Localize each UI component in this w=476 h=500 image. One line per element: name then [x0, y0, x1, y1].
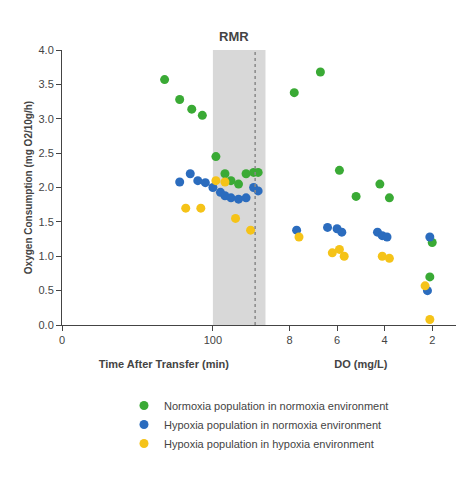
svg-text:4.0: 4.0: [39, 44, 54, 56]
svg-text:2.0: 2.0: [39, 181, 54, 193]
svg-text:2: 2: [429, 334, 435, 346]
svg-text:3.5: 3.5: [39, 78, 54, 90]
svg-text:Hypoxia population in hypoxia: Hypoxia population in hypoxia environmen…: [164, 438, 374, 450]
svg-text:Oxygen Consumption (mg O2/10g/: Oxygen Consumption (mg O2/10g/h): [23, 101, 34, 274]
svg-text:8: 8: [286, 334, 292, 346]
svg-text:1.5: 1.5: [39, 216, 54, 228]
svg-text:100: 100: [204, 334, 222, 346]
svg-text:1.0: 1.0: [39, 250, 54, 262]
svg-text:4: 4: [382, 334, 388, 346]
svg-text:6: 6: [334, 334, 340, 346]
svg-text:Hypoxia population in normoxia: Hypoxia population in normoxia environme…: [164, 419, 381, 431]
svg-text:0.5: 0.5: [39, 284, 54, 296]
svg-text:0: 0: [59, 334, 65, 346]
svg-text:2.5: 2.5: [39, 147, 54, 159]
svg-text:Time After Transfer (min): Time After Transfer (min): [99, 358, 230, 370]
svg-text:Normoxia population in normoxi: Normoxia population in normoxia environm…: [164, 400, 388, 412]
svg-text:RMR: RMR: [219, 29, 249, 44]
svg-text:3.0: 3.0: [39, 113, 54, 125]
svg-text:0.0: 0.0: [39, 319, 54, 331]
svg-text:DO (mg/L): DO (mg/L): [334, 358, 387, 370]
